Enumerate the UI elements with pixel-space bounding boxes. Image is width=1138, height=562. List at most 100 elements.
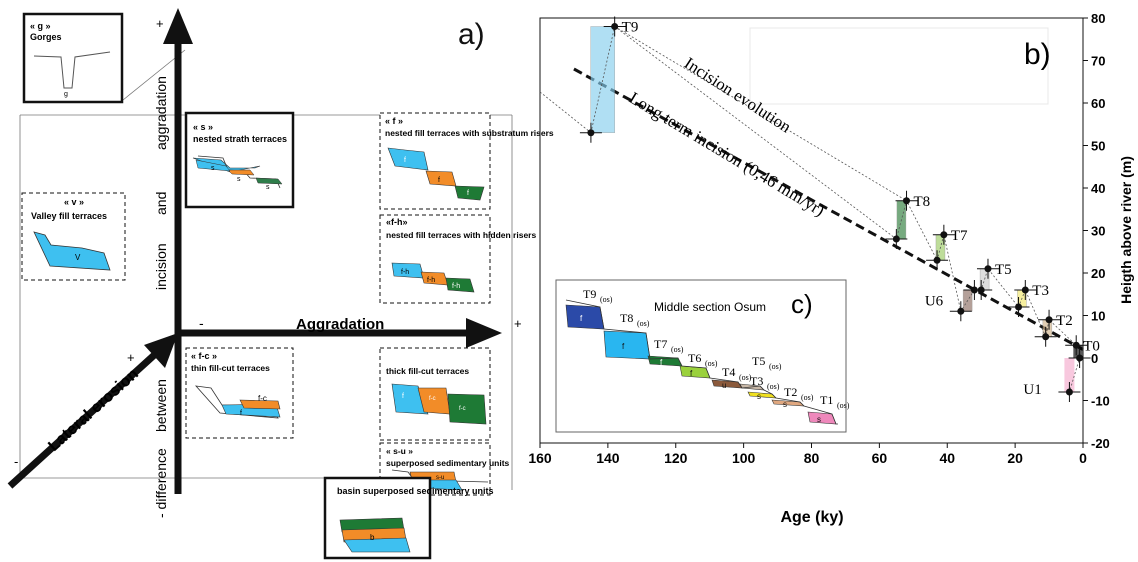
box-strath-mark-1: s	[211, 165, 215, 172]
box-fh-mark-2: f-h	[427, 277, 435, 284]
box-strath-title: nested strath terraces	[193, 134, 287, 144]
data-point-5	[933, 256, 941, 264]
box-thick-mark-1: f-c	[429, 396, 436, 402]
box-fill-mark-2: f	[438, 177, 440, 184]
x-tick-label-7: 20	[1007, 450, 1023, 466]
annotation-incision-evolution: Incision evolution	[681, 53, 795, 136]
x-tick-label-2: 120	[664, 450, 688, 466]
range-bar-u1	[1064, 358, 1075, 392]
y-tick-label-1: -10	[1091, 394, 1110, 409]
data-label-0: T9	[622, 20, 639, 36]
x-tick-label-5: 60	[872, 450, 888, 466]
y-tick-label-2: 0	[1091, 351, 1098, 366]
data-point-3	[892, 235, 900, 243]
inset-terrace-sub-8: (os)	[837, 401, 850, 410]
y-tick-label-7: 50	[1091, 139, 1105, 154]
plus-diagonal-label: +	[127, 350, 135, 365]
panel-c-letter: c)	[791, 289, 813, 319]
box-basin-title: basin superposed sedimentary units	[337, 486, 494, 496]
box-strath-mark-3: s	[266, 184, 270, 191]
panel-a: a) + + - + - Aggradation Lateral erosion…	[7, 8, 554, 560]
data-label-8: T5	[995, 262, 1012, 278]
x-tick-label-0: 160	[528, 450, 552, 466]
box-gorges-title: Gorges	[30, 32, 62, 42]
inset-terrace-label-6: T3	[750, 374, 763, 388]
box-su-code: « s-u »	[386, 446, 413, 456]
inset-profile-line	[565, 299, 838, 425]
horizontal-axis-label: Aggradation	[296, 316, 384, 333]
box-fc-mark-2: f	[240, 410, 242, 417]
data-point-16	[1065, 388, 1073, 396]
box-fh-title: nested fill terraces with hidden risers	[386, 230, 536, 240]
box-basin: basin superposed sedimentary units b	[323, 476, 494, 560]
box-thick-fill-cut: thick fill-cut terraces f f-c f-c	[379, 347, 491, 441]
panel-b-letter: b)	[1024, 38, 1051, 71]
vertical-axis-word-2: between	[153, 379, 169, 432]
inset-terrace-sub-3: (os)	[705, 359, 718, 368]
inset-frame	[555, 279, 847, 433]
inset-terrace-1	[603, 330, 651, 360]
data-label-16: U1	[1023, 382, 1041, 398]
inset-terrace-label-3: T6	[688, 351, 701, 365]
box-thick-mark-3: f-c	[459, 406, 466, 412]
trend-line	[573, 67, 1084, 351]
range-bar-0	[590, 26, 615, 133]
inset-terrace-sub-4: (os)	[739, 373, 752, 382]
horizontal-axis-arrowhead	[466, 318, 502, 348]
panel-b: 160 140 120 100 80 60 40 20 0 -20 -10 0 10 20 30 40 50 60…	[528, 11, 1134, 526]
data-point-15	[1076, 354, 1084, 362]
box-thick-title: thick fill-cut terraces	[386, 366, 469, 376]
inset-terrace-mark-6: s	[757, 392, 761, 401]
incision-evolution-upper	[614, 26, 907, 202]
inset-terrace-mark-8: s	[817, 415, 821, 424]
inset-terrace-mark-4: u	[722, 381, 726, 390]
y-tick-label-3: 10	[1091, 309, 1105, 324]
box-basin-mark: b	[370, 533, 375, 542]
data-point-11	[1015, 303, 1023, 311]
box-fh-mark-1: f-h	[401, 269, 409, 276]
minus-axis-label: -	[199, 315, 204, 331]
faint-inset-box	[749, 27, 1049, 105]
box-valley-mark: V	[75, 253, 81, 262]
box-thick-mark-2: f	[402, 393, 404, 400]
vertical-axis-word-1: - difference	[153, 448, 169, 518]
data-point-4	[940, 231, 948, 239]
box-valley-fill: « v » Valley fill terraces V	[21, 192, 126, 281]
vertical-axis-arrowhead	[163, 8, 193, 44]
y-tick-label-10: 80	[1091, 11, 1105, 26]
box-fc-title: thin fill-cut terraces	[191, 363, 270, 373]
incision-evolution-tail	[539, 91, 592, 134]
inset-terrace-sub-7: (os)	[801, 393, 814, 402]
inset-terrace-mark-2: f	[660, 358, 663, 367]
x-tick-label-1: 140	[596, 450, 620, 466]
inset-terrace-label-7: T2	[784, 385, 797, 399]
inset-terrace-mark-0: f	[580, 314, 583, 323]
box-thin-fill-cut: « f-c » thin fill-cut terraces f-c f	[185, 347, 294, 439]
data-point-10	[1021, 286, 1029, 294]
inset-terrace-sub-5: (os)	[769, 362, 782, 371]
box-fill-mark-3: f	[467, 190, 469, 197]
box-nested-fill: « f » nested fill terraces with substrat…	[379, 112, 554, 210]
vertical-axis-word-5: aggradation	[153, 76, 169, 150]
panel-a-letter: a)	[458, 18, 485, 51]
inset-terrace-mark-3: f	[690, 369, 693, 378]
plus-right-label: +	[514, 316, 522, 331]
box-fc-mark-1: f-c	[258, 394, 267, 403]
data-label-4: T7	[951, 228, 968, 244]
inset-terrace-0	[565, 304, 605, 330]
inset-terrace-sub-0: (os)	[600, 295, 613, 304]
box-fill-mark-1: f	[404, 157, 406, 164]
vertical-axis-word-4: and	[153, 192, 169, 215]
panel-c: Middle section Osum c) f f f f u s s s T9 (os) T8 (…	[555, 279, 850, 433]
box-strath-mark-2: s	[237, 176, 241, 183]
data-label-10: T3	[1032, 283, 1049, 299]
box-hidden-risers: «f-h» nested fill terraces with hidden r…	[379, 214, 536, 304]
x-axis-label: Age (ky)	[780, 509, 843, 526]
box-su-code-title: « s-u »	[386, 446, 413, 456]
data-label-14: T0	[1083, 338, 1100, 354]
box-fh-code: «f-h»	[386, 217, 408, 227]
y-axis-label: Heigth above river (m)	[1118, 156, 1134, 304]
inset-terrace-label-8: T1	[820, 393, 833, 407]
data-point-12	[1045, 316, 1053, 324]
